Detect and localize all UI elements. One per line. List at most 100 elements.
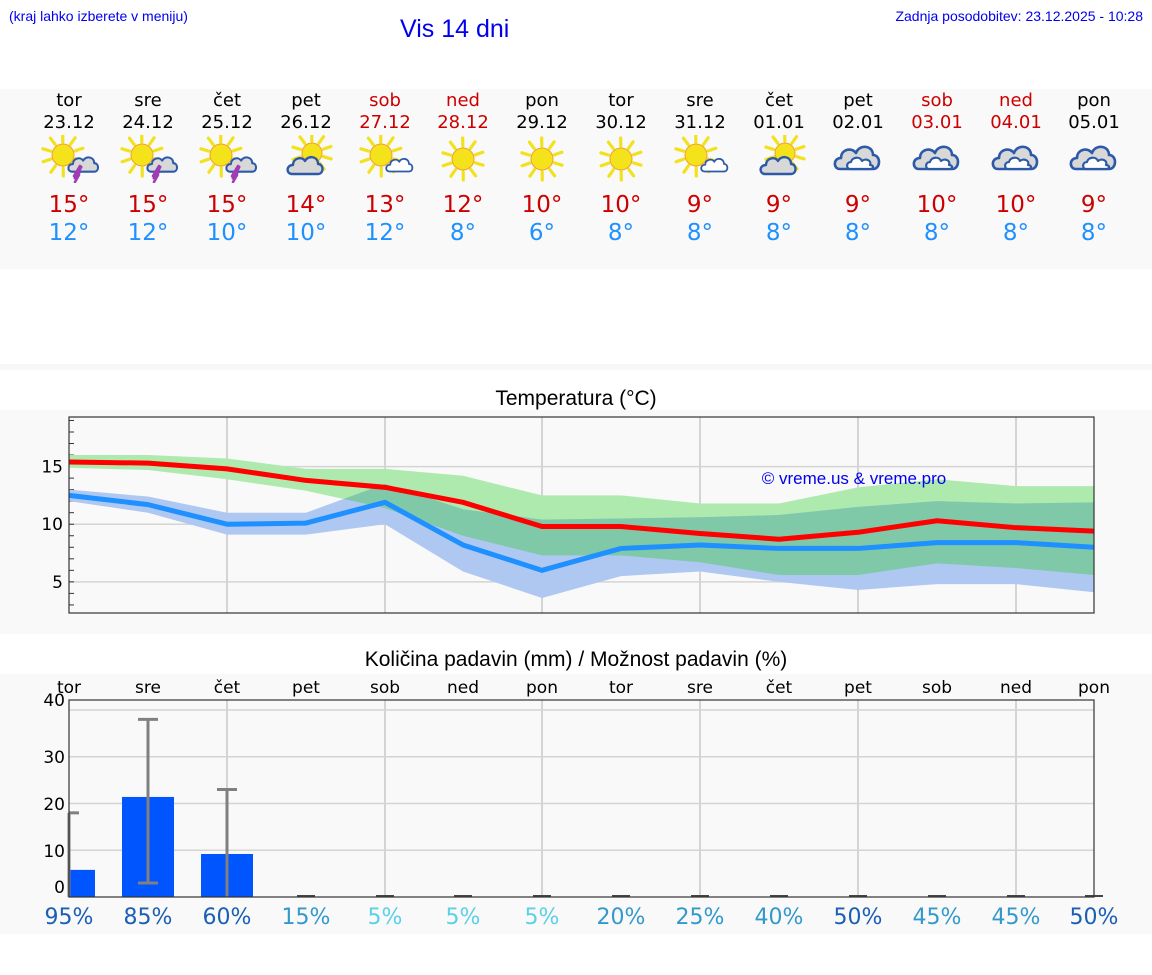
day-date: 25.12 xyxy=(201,112,253,133)
min-temperature: 8° xyxy=(686,220,714,246)
day-column: tor 30.12 10° 8° xyxy=(582,89,660,247)
daily-forecast-panel: tor 23.12 15° 12° sre 24.12 15° 12° čet … xyxy=(0,89,1152,269)
precip-chance: 20% xyxy=(596,905,646,930)
day-column: ned 28.12 12° 8° xyxy=(424,89,502,247)
day-of-week: pon xyxy=(525,90,559,111)
day-date: 26.12 xyxy=(280,112,332,133)
sun-small-cloud-icon xyxy=(670,132,730,183)
svg-text:30: 30 xyxy=(43,748,65,768)
svg-text:tor: tor xyxy=(609,678,633,698)
max-temperature: 10° xyxy=(916,192,958,218)
min-temperature: 12° xyxy=(48,220,90,246)
svg-text:15: 15 xyxy=(41,458,63,478)
day-date: 27.12 xyxy=(359,112,411,133)
max-temperature: 12° xyxy=(442,192,484,218)
separator xyxy=(0,364,1152,370)
day-column: sre 24.12 15° 12° xyxy=(109,89,187,247)
max-temperature: 15° xyxy=(48,192,90,218)
svg-text:pet: pet xyxy=(844,678,872,698)
svg-text:sre: sre xyxy=(135,678,161,698)
day-column: tor 23.12 15° 12° xyxy=(30,89,108,247)
day-date: 05.01 xyxy=(1068,112,1120,133)
sun-cloud-thunder-icon xyxy=(118,132,179,184)
svg-text:10: 10 xyxy=(43,842,65,862)
day-of-week: čet xyxy=(764,90,794,111)
day-of-week: pon xyxy=(1077,90,1111,111)
sun-cloud-thunder-icon xyxy=(197,132,258,184)
sun-small-cloud-icon xyxy=(355,132,415,183)
day-column: sre 31.12 9° 8° xyxy=(661,89,739,247)
day-of-week: sre xyxy=(686,90,714,111)
day-of-week: pet xyxy=(843,90,873,111)
precip-chance: 85% xyxy=(123,905,173,930)
day-column: čet 01.01 9° 8° xyxy=(740,89,818,247)
day-date: 01.01 xyxy=(753,112,805,133)
location-hint: (kraj lahko izberete v meniju) xyxy=(9,8,188,24)
sun-icon xyxy=(512,135,572,183)
svg-text:sob: sob xyxy=(370,678,400,698)
precip-chance: 50% xyxy=(833,905,883,930)
min-temperature: 8° xyxy=(1002,220,1030,246)
day-column: pon 05.01 9° 8° xyxy=(1055,89,1133,247)
svg-text:čet: čet xyxy=(214,678,241,698)
svg-text:čet: čet xyxy=(766,678,793,698)
precip-chance: 40% xyxy=(754,905,804,930)
day-column: ned 04.01 10° 8° xyxy=(977,89,1055,247)
day-column: pet 26.12 14° 10° xyxy=(267,89,345,247)
svg-text:pon: pon xyxy=(526,678,558,698)
cloud-sun-icon xyxy=(276,131,336,183)
precip-bar xyxy=(69,869,95,897)
day-date: 04.01 xyxy=(990,112,1042,133)
svg-text:sre: sre xyxy=(687,678,713,698)
sun-icon xyxy=(433,135,493,183)
min-temperature: 10° xyxy=(285,220,327,246)
min-temperature: 8° xyxy=(449,220,477,246)
min-temperature: 12° xyxy=(127,220,169,246)
max-temperature: 10° xyxy=(995,192,1037,218)
svg-text:10: 10 xyxy=(41,515,63,535)
max-temperature: 10° xyxy=(521,192,563,218)
day-date: 03.01 xyxy=(911,112,963,133)
last-update: Zadnja posodobitev: 23.12.2025 - 10:28 xyxy=(895,8,1143,24)
precip-chance: 45% xyxy=(991,905,1041,930)
max-temperature: 9° xyxy=(844,192,872,218)
day-of-week: ned xyxy=(446,90,480,111)
day-column: sob 27.12 13° 12° xyxy=(346,89,424,247)
precip-chance: 60% xyxy=(202,905,252,930)
day-date: 24.12 xyxy=(122,112,174,133)
svg-text:ned: ned xyxy=(447,678,479,698)
precip-chance: 15% xyxy=(281,905,331,930)
svg-text:0: 0 xyxy=(54,878,65,898)
svg-text:5: 5 xyxy=(52,573,63,593)
overcast-icon xyxy=(986,135,1046,183)
sun-cloud-thunder-icon xyxy=(39,132,100,184)
day-of-week: pet xyxy=(291,90,321,111)
sun-icon xyxy=(591,135,651,183)
day-column: pet 02.01 9° 8° xyxy=(819,89,897,247)
overcast-icon xyxy=(1064,135,1124,183)
day-of-week: sob xyxy=(921,90,953,111)
svg-text:20: 20 xyxy=(43,795,65,815)
precip-chance: 45% xyxy=(912,905,962,930)
day-date: 31.12 xyxy=(674,112,726,133)
svg-text:ned: ned xyxy=(1000,678,1032,698)
max-temperature: 10° xyxy=(600,192,642,218)
precip-chance: 5% xyxy=(445,905,481,930)
max-temperature: 9° xyxy=(765,192,793,218)
min-temperature: 8° xyxy=(607,220,635,246)
day-column: čet 25.12 15° 10° xyxy=(188,89,266,247)
day-date: 02.01 xyxy=(832,112,884,133)
min-temperature: 10° xyxy=(206,220,248,246)
max-temperature: 15° xyxy=(206,192,248,218)
cloud-sun-icon xyxy=(749,131,809,183)
overcast-icon xyxy=(828,135,888,183)
max-temperature: 9° xyxy=(686,192,714,218)
min-temperature: 8° xyxy=(765,220,793,246)
precip-chance: 5% xyxy=(524,905,560,930)
svg-text:pon: pon xyxy=(1078,678,1110,698)
day-of-week: čet xyxy=(212,90,242,111)
svg-text:© vreme.us & vreme.pro: © vreme.us & vreme.pro xyxy=(762,469,946,488)
max-temperature: 9° xyxy=(1080,192,1108,218)
min-temperature: 8° xyxy=(1080,220,1108,246)
